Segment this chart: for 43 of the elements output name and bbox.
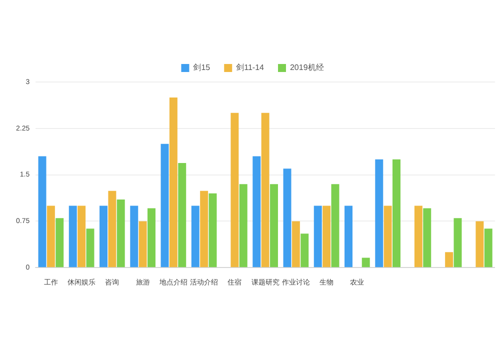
bar xyxy=(331,184,340,268)
bar xyxy=(484,228,492,268)
bar xyxy=(130,206,138,268)
bar xyxy=(56,218,64,268)
bar xyxy=(148,208,156,268)
bar xyxy=(116,200,125,268)
bar xyxy=(191,206,200,268)
bar xyxy=(138,221,147,268)
legend-label: 剑11-14 xyxy=(236,63,265,72)
bar xyxy=(414,206,422,268)
legend-label: 剑15 xyxy=(193,63,211,72)
bar xyxy=(178,163,186,268)
bar xyxy=(270,184,278,268)
bar xyxy=(344,206,352,268)
bar xyxy=(100,206,108,268)
bar xyxy=(160,144,169,268)
bar xyxy=(392,159,400,268)
bar xyxy=(46,206,55,268)
legend-label: 2019机经 xyxy=(290,63,324,72)
bar xyxy=(169,97,178,268)
bar xyxy=(208,193,217,268)
bar xyxy=(68,206,77,268)
bar xyxy=(454,218,462,268)
bar xyxy=(86,228,94,268)
bar xyxy=(292,221,300,268)
bar xyxy=(261,112,270,268)
bar xyxy=(445,252,454,268)
bar xyxy=(38,156,46,268)
bar xyxy=(423,208,432,268)
bar xyxy=(78,206,86,268)
bar xyxy=(314,206,322,268)
bar xyxy=(239,184,248,268)
bar xyxy=(300,234,309,268)
bar xyxy=(108,190,116,268)
bar xyxy=(384,206,392,268)
bar xyxy=(476,221,484,268)
bar xyxy=(375,159,384,268)
bar xyxy=(200,190,208,268)
bar xyxy=(322,206,331,268)
bar xyxy=(252,156,261,268)
bar xyxy=(362,258,370,268)
bar xyxy=(230,112,239,268)
bar xyxy=(283,168,292,268)
